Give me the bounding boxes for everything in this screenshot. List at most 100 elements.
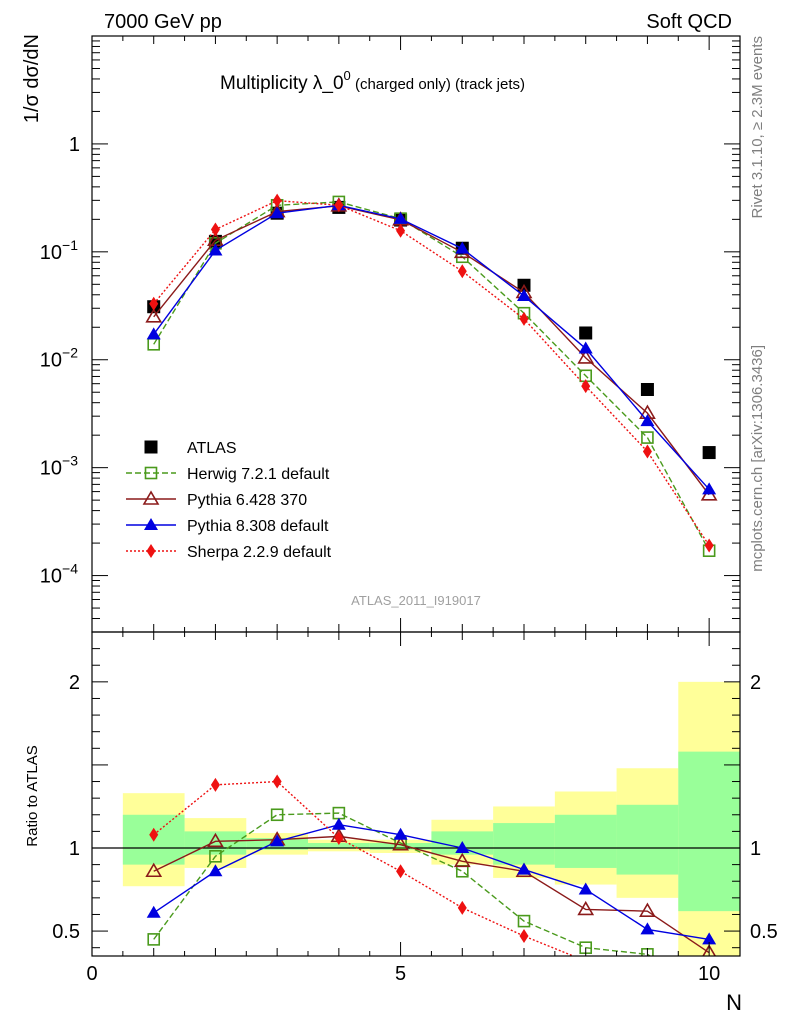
ratio-band-green (678, 751, 740, 912)
y-tick-label: 10−2 (40, 345, 78, 372)
main-ylabel: 1/σ dσ/dN (21, 34, 43, 123)
plot-title: Multiplicity λ_00 (charged only) (track … (220, 68, 525, 94)
legend-item-atlas: ATLAS (144, 440, 237, 457)
data-point-pythia8 (208, 243, 223, 256)
mcplots-label: mcplots.cern.ch [arXiv:1306.3436] (749, 345, 766, 572)
series-line-herwig (153, 201, 710, 552)
legend-label: Pythia 8.308 default (187, 518, 329, 535)
ratio-point-pythia8 (517, 862, 531, 875)
ratio-point-sherpa (272, 774, 282, 789)
data-point-pythia8 (517, 288, 531, 301)
ratio-point-pythia6 (392, 836, 409, 851)
ratio-point-sherpa (457, 900, 467, 915)
ratio-line-pythia8 (153, 824, 710, 941)
data-point-pythia6 (577, 349, 595, 364)
series-line-pythia8 (153, 204, 710, 490)
y-tick-label: 10−1 (40, 237, 78, 264)
legend-item-sherpa: Sherpa 2.2.9 default (126, 544, 332, 561)
data-point-sherpa (334, 198, 344, 213)
ratio-band-green (369, 843, 432, 850)
y-tick-label: 10−3 (40, 453, 78, 480)
series-sherpa (149, 193, 714, 553)
ratio-point-sherpa (334, 831, 344, 846)
plot-title-sub: (charged only) (track jets) (351, 76, 525, 93)
legend-label: Sherpa 2.2.9 default (187, 544, 332, 561)
ratio-point-sherpa (149, 827, 159, 842)
data-point-sherpa (704, 538, 714, 553)
ratio-band-green (554, 814, 617, 868)
legend-item-pythia8: Pythia 8.308 default (126, 518, 329, 535)
data-point-pythia8 (270, 206, 285, 219)
data-point-sherpa (581, 379, 591, 394)
legend-marker (146, 544, 156, 558)
legend-label: ATLAS (187, 440, 237, 457)
x-axis-label: N (726, 990, 742, 1015)
ratio-uncertainty-bands (122, 681, 740, 956)
y-tick-label: 1 (69, 134, 80, 156)
ratio-y-tick-label-right: 1 (750, 838, 761, 860)
main-plot-series (145, 193, 718, 558)
rivet-version-label: Rivet 3.1.10, ≥ 2.3M events (749, 36, 766, 219)
ratio-point-herwig (517, 914, 531, 928)
x-tick-label: 10 (698, 963, 720, 985)
ratio-plot-frame (91, 631, 741, 957)
data-point-atlas (640, 382, 654, 396)
series-pythia8 (146, 198, 717, 495)
plot-title-sup: 0 (344, 68, 351, 83)
ratio-band-green (308, 843, 370, 848)
ratio-point-pythia8 (640, 922, 655, 935)
ratio-y-tick-label-right: 2 (750, 672, 761, 694)
series-line-pythia6 (153, 205, 710, 496)
legend-label: Pythia 6.428 370 (187, 492, 307, 509)
ratio-point-pythia8 (331, 817, 346, 830)
ratio-point-pythia8 (702, 932, 717, 945)
ratio-point-pythia6 (145, 862, 163, 878)
data-point-sherpa (272, 193, 282, 208)
ratio-y-tick-label: 1 (69, 838, 80, 860)
legend-marker (144, 518, 158, 530)
data-point-atlas (702, 446, 716, 460)
legend: ATLAS Herwig 7.2.1 default Pythia 6.428 37… (126, 440, 332, 561)
legend-item-pythia6: Pythia 6.428 370 (126, 490, 307, 509)
ratio-point-pythia6 (577, 900, 595, 916)
ratio-point-sherpa (210, 777, 220, 792)
ratio-point-herwig (270, 808, 284, 822)
ratio-ylabel: Ratio to ATLAS (24, 745, 41, 846)
data-point-sherpa (457, 264, 467, 279)
data-point-pythia8 (640, 414, 655, 427)
analysis-id: ATLAS_2011_I919017 (351, 593, 481, 608)
data-point-pythia8 (702, 482, 717, 495)
beam-label: 7000 GeV pp (104, 11, 222, 33)
ratio-point-herwig (209, 850, 222, 863)
legend-marker (144, 440, 158, 454)
data-point-herwig (641, 431, 654, 444)
data-point-pythia8 (578, 341, 593, 354)
ratio-point-pythia8 (208, 864, 223, 877)
ratio-point-pythia6 (702, 944, 717, 956)
data-point-sherpa (149, 296, 159, 311)
ratio-point-pythia6 (639, 902, 656, 917)
ratio-series-pythia8 (146, 817, 717, 945)
legend-marker (144, 466, 158, 480)
ratio-y-tick-label-right: 0.5 (750, 921, 778, 943)
ratio-point-pythia8 (270, 834, 285, 847)
ratio-point-pythia6 (207, 832, 224, 848)
data-point-pythia6 (145, 308, 163, 323)
data-point-sherpa (396, 223, 406, 238)
ratio-point-sherpa (396, 864, 406, 879)
ratio-y-tick-label: 2 (69, 672, 80, 694)
data-point-sherpa (642, 444, 652, 459)
ratio-point-pythia8 (393, 827, 408, 840)
ratio-plot-series (92, 774, 740, 956)
data-point-pythia8 (455, 241, 470, 254)
series-line-sherpa (153, 199, 710, 546)
ratio-point-sherpa (519, 929, 529, 944)
axes: 0 5 10 10−4 10−3 10−2 10−1 1 0.5 0.5 1 1 2 2 (40, 35, 778, 985)
y-tick-label: 10−4 (40, 561, 78, 588)
ratio-point-pythia8 (455, 841, 470, 853)
ratio-point-pythia6 (453, 852, 471, 868)
ratio-point-herwig (147, 933, 161, 946)
data-point-pythia8 (393, 211, 408, 224)
legend-label: Herwig 7.2.1 default (187, 466, 330, 483)
